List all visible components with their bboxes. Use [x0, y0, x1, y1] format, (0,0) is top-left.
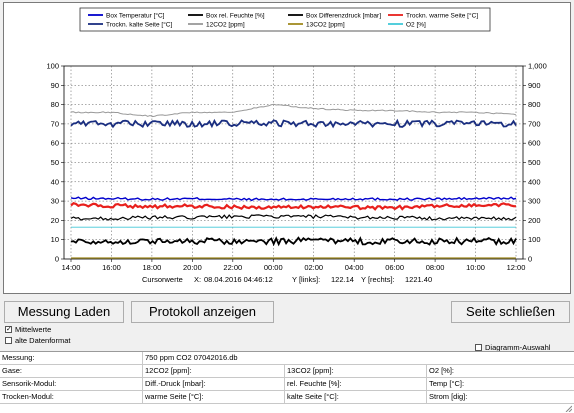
gases-13co2: 13CO2 [ppm]:: [285, 365, 427, 377]
x-tick-label: 14:00: [62, 263, 81, 272]
dryer-cold-side: kalte Seite [°C]:: [285, 391, 427, 403]
table-row-measurement: Messung: 750 ppm CO2 07042016.db: [0, 352, 574, 365]
series-line: [70, 201, 517, 211]
series-line: [70, 118, 517, 129]
y-left-tick-label: 30: [51, 197, 59, 206]
close-page-button[interactable]: Seite schließen: [451, 301, 570, 323]
cursor-x-label: X:: [194, 275, 201, 284]
y-right-tick-label: 600: [528, 139, 541, 148]
y-left-tick-label: 60: [51, 139, 59, 148]
cursor-label: Cursorwerte: [142, 275, 183, 284]
series-line: [70, 214, 517, 221]
y-right-tick-label: 1,000: [528, 62, 547, 71]
values-table: Messung: 750 ppm CO2 07042016.db Gase: 1…: [0, 351, 574, 413]
y-right-tick-label: 0: [528, 255, 532, 264]
x-tick-label: 00:00: [264, 263, 283, 272]
old-format-checkbox[interactable]: alte Datenformat: [5, 336, 70, 345]
y-right-tick-label: 700: [528, 119, 541, 128]
y-left-tick-label: 100: [46, 62, 59, 71]
chart-legend: [79, 7, 491, 32]
legend-item: O2 [%]: [406, 22, 426, 29]
gases-label: Gase:: [0, 365, 143, 377]
y-right-tick-label: 200: [528, 216, 541, 225]
y-left-tick-label: 80: [51, 100, 59, 109]
legend-item: 12CO2 [ppm]: [206, 22, 245, 29]
plot-area: [63, 65, 524, 260]
sensor-label: Sensorik-Modul:: [0, 378, 143, 390]
diagram-selection-checkbox[interactable]: Diagramm-Auswahl: [475, 343, 550, 352]
y-left-tick-label: 10: [51, 235, 59, 244]
x-tick-label: 12:00: [507, 263, 526, 272]
averages-checkbox-box[interactable]: ✓: [5, 326, 12, 333]
cursor-y-left-label: Y [links]:: [292, 275, 320, 284]
y-left-tick-label: 0: [55, 255, 59, 264]
line-chart: Box Temperatur [°C] Box rel. Feuchte [%] B…: [46, 7, 547, 284]
y-right-tick-label: 300: [528, 197, 541, 206]
sensor-rel-humidity: rel. Feuchte [%]:: [285, 378, 427, 390]
legend-item: Box Differenzdruck [mbar]: [306, 13, 381, 20]
series-line: [70, 103, 517, 118]
legend-item: Trockn. kalte Seite [°C]: [106, 21, 172, 29]
table-row-dryer: Trocken-Modul: warme Seite [°C]: kalte S…: [0, 391, 574, 404]
averages-checkbox-label: Mittelwerte: [15, 325, 52, 334]
sensor-temp: Temp [°C]:: [429, 379, 465, 388]
cursor-x-value: 08.04.2016 04:46:12: [204, 275, 273, 284]
diagram-selection-checkbox-box[interactable]: [475, 344, 482, 351]
show-protocol-button[interactable]: Protokoll anzeigen: [131, 301, 274, 323]
y-left-tick-label: 50: [51, 158, 59, 167]
load-measurement-button[interactable]: Messung Laden: [4, 301, 124, 323]
table-row-gases: Gase: 12CO2 [ppm]: 13CO2 [ppm]: O2 [%]:: [0, 365, 574, 378]
y-right-tick-label: 500: [528, 158, 541, 167]
dryer-warm-side: warme Seite [°C]:: [143, 391, 285, 403]
x-tick-label: 20:00: [183, 263, 202, 272]
table-row-sensor: Sensorik-Modul: Diff.-Druck [mbar]: rel.…: [0, 378, 574, 391]
diagram-selection-checkbox-label: Diagramm-Auswahl: [485, 343, 551, 352]
x-tick-label: 22:00: [223, 263, 242, 272]
x-tick-label: 18:00: [143, 263, 162, 272]
dryer-label: Trocken-Modul:: [0, 391, 143, 403]
chart-panel: Box Temperatur [°C] Box rel. Feuchte [%] B…: [3, 2, 571, 294]
sensor-diff-pressure: Diff.-Druck [mbar]:: [143, 378, 285, 390]
cursor-y-right-value: 1221.40: [405, 275, 432, 284]
gases-12co2: 12CO2 [ppm]:: [143, 365, 285, 377]
x-tick-label: 04:00: [345, 263, 364, 272]
y-right-tick-label: 400: [528, 177, 541, 186]
resize-grip-icon[interactable]: [564, 404, 572, 412]
legend-item: Box Temperatur [°C]: [106, 12, 165, 20]
y-left-tick-label: 40: [51, 177, 59, 186]
y-left-tick-label: 70: [51, 119, 59, 128]
legend-item: Box rel. Feuchte [%]: [206, 13, 265, 20]
measurement-value: 750 ppm CO2 07042016.db: [145, 353, 238, 362]
legend-item: 13CO2 [ppm]: [306, 22, 345, 29]
old-format-checkbox-label: alte Datenformat: [15, 336, 71, 345]
y-right-tick-label: 900: [528, 81, 541, 90]
y-left-tick-label: 20: [51, 216, 59, 225]
old-format-checkbox-box[interactable]: [5, 337, 12, 344]
averages-checkbox[interactable]: ✓ Mittelwerte: [5, 325, 51, 334]
y-right-tick-label: 100: [528, 235, 541, 244]
x-tick-label: 02:00: [304, 263, 323, 272]
legend-item: Trockn. warme Seite [°C]: [406, 12, 478, 20]
x-tick-label: 06:00: [385, 263, 404, 272]
series-line: [70, 196, 517, 202]
cursor-y-left-value: 122.14: [331, 275, 354, 284]
measurement-label: Messung:: [0, 352, 143, 364]
x-tick-label: 10:00: [466, 263, 485, 272]
series-line: [70, 236, 517, 247]
x-tick-label: 08:00: [426, 263, 445, 272]
gases-o2: O2 [%]:: [429, 366, 455, 375]
cursor-y-right-label: Y [rechts]:: [361, 275, 395, 284]
y-left-tick-label: 90: [51, 81, 59, 90]
y-right-tick-label: 800: [528, 100, 541, 109]
x-tick-label: 16:00: [102, 263, 121, 272]
dryer-current: Strom [dig]:: [429, 392, 468, 401]
